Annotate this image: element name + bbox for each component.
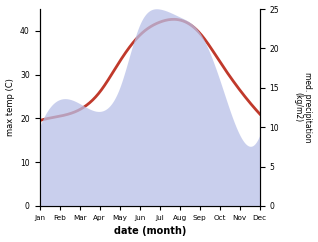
X-axis label: date (month): date (month) — [114, 227, 186, 236]
Y-axis label: max temp (C): max temp (C) — [5, 78, 15, 136]
Y-axis label: med. precipitation
(kg/m2): med. precipitation (kg/m2) — [293, 72, 313, 143]
